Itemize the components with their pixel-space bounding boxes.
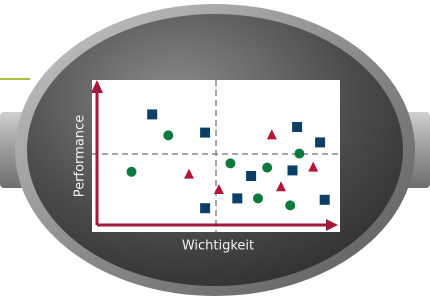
circle-point: [225, 158, 235, 168]
square-point: [200, 203, 210, 213]
square-point: [232, 193, 242, 203]
x-axis-label: Wichtigkeit: [182, 239, 254, 254]
square-point: [292, 122, 302, 132]
chart: Wichtigkeit Performance: [0, 0, 430, 298]
circle-point: [262, 163, 272, 173]
circle-point: [163, 130, 173, 140]
square-point: [320, 195, 330, 205]
circle-point: [285, 200, 295, 210]
square-point: [246, 171, 256, 181]
square-point: [315, 137, 325, 147]
y-axis-label: Performance: [73, 115, 88, 197]
square-point: [200, 128, 210, 138]
circle-point: [294, 149, 304, 159]
square-point: [147, 109, 157, 119]
square-point: [288, 165, 298, 175]
circle-point: [127, 167, 137, 177]
circle-point: [253, 193, 263, 203]
